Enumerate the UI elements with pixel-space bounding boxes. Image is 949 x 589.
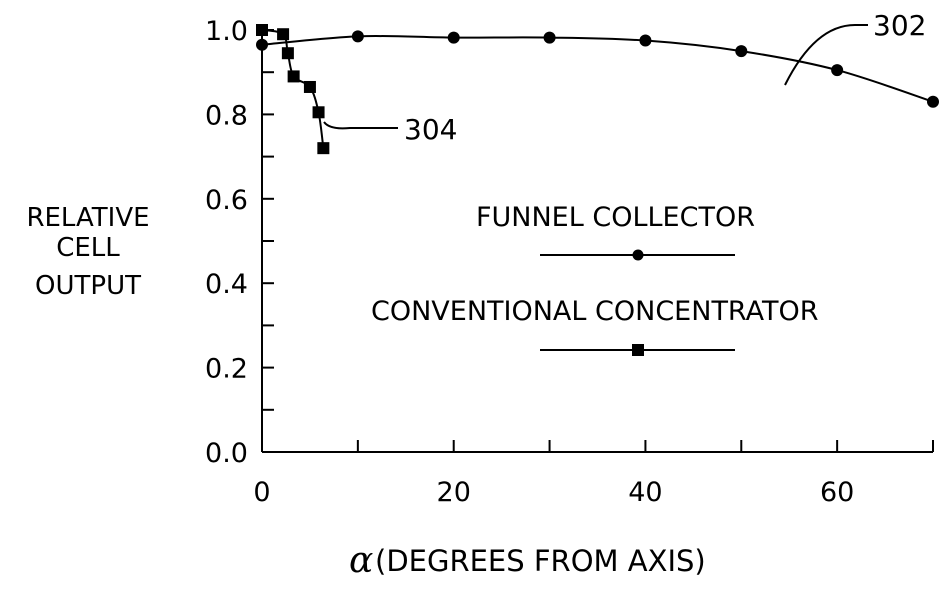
leader-302 <box>784 24 868 86</box>
point-conventional-concentrator-0 <box>256 24 268 36</box>
point-funnel-collector-3 <box>543 31 556 44</box>
leader-304 <box>323 121 398 130</box>
y-axis-label-line-3: OUTPUT <box>35 271 141 301</box>
annotation-302-label: 302 <box>873 9 926 42</box>
x-tick-label-3: 60 <box>820 477 854 508</box>
tick-labels: 0 20 40 60 0.0 0.2 0.4 0.6 0.8 1.0 <box>205 16 854 508</box>
data-points <box>256 24 939 155</box>
point-funnel-collector-6 <box>831 64 844 77</box>
legend-label-conventional-concentrator: CONVENTIONAL CONCENTRATOR <box>371 296 818 327</box>
y-tick-label-3: 0.6 <box>205 185 248 216</box>
legend-marker-funnel-collector <box>632 249 644 261</box>
point-conventional-concentrator-6 <box>317 142 330 155</box>
y-tick-label-0: 0.0 <box>205 438 248 469</box>
x-axis-alpha-symbol: α <box>349 540 373 581</box>
y-tick-label-2: 0.4 <box>205 269 248 300</box>
point-funnel-collector-5 <box>735 45 748 58</box>
annotation-302: 302 <box>784 9 926 86</box>
y-tick-label-1: 0.2 <box>205 354 248 385</box>
x-tick-label-1: 20 <box>437 477 471 508</box>
point-conventional-concentrator-2 <box>281 47 294 60</box>
point-conventional-concentrator-5 <box>312 106 325 119</box>
x-tick-label-0: 0 <box>253 477 270 508</box>
x-axis-label-text: (DEGREES FROM AXIS) <box>375 544 706 578</box>
legend-marker-conventional-concentrator <box>632 344 644 356</box>
y-axis-label-line-1: RELATIVE <box>26 203 149 233</box>
y-axis-label-line-2: CELL <box>56 233 120 263</box>
point-funnel-collector-0 <box>256 38 268 51</box>
y-axis-label: RELATIVE CELL OUTPUT <box>26 203 149 301</box>
ticks <box>262 29 934 452</box>
point-funnel-collector-4 <box>639 34 652 47</box>
legend: FUNNEL COLLECTOR CONVENTIONAL CONCENTRAT… <box>371 202 818 356</box>
point-conventional-concentrator-3 <box>287 70 300 83</box>
point-funnel-collector-7 <box>927 95 939 108</box>
annotation-304-label: 304 <box>404 113 457 146</box>
y-tick-label-4: 0.8 <box>205 100 248 131</box>
y-tick-label-5: 1.0 <box>205 16 248 47</box>
x-axis-label: α (DEGREES FROM AXIS) <box>349 540 706 581</box>
annotation-304: 304 <box>323 113 457 146</box>
x-tick-label-2: 40 <box>628 477 662 508</box>
point-conventional-concentrator-4 <box>303 80 316 93</box>
point-funnel-collector-1 <box>351 30 364 43</box>
axes <box>261 30 933 453</box>
point-conventional-concentrator-1 <box>277 28 290 41</box>
point-funnel-collector-2 <box>447 31 460 44</box>
legend-label-funnel-collector: FUNNEL COLLECTOR <box>476 202 755 233</box>
